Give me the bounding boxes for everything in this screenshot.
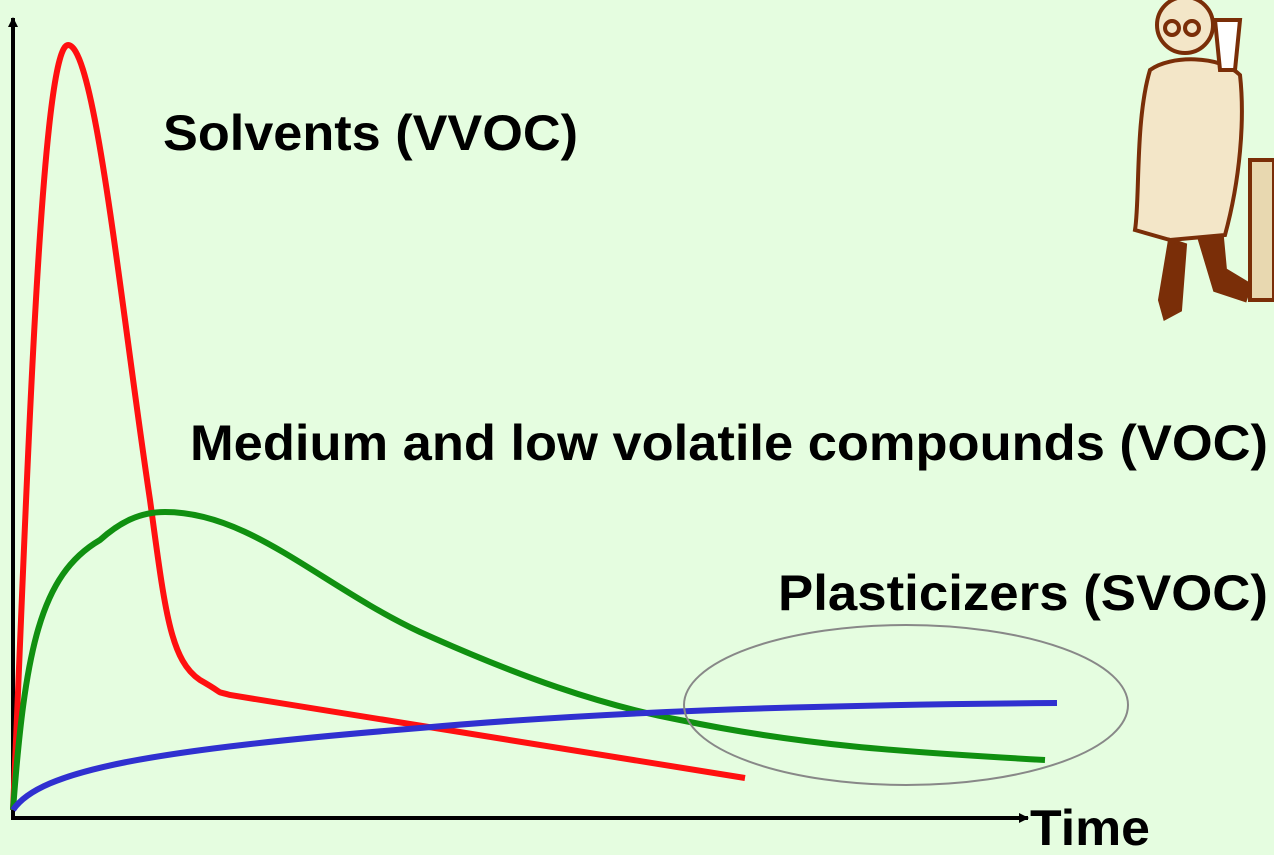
scientist-illustration: [1132, 0, 1274, 321]
solvents-label: Solvents (VVOC): [163, 105, 578, 161]
svoc-curve: [10, 700, 1058, 812]
solvents-curve: [10, 41, 746, 811]
svoc-highlight: [683, 624, 1129, 786]
voc-label: Medium and low volatile compounds (VOC): [190, 415, 1268, 471]
voc-curve: [10, 508, 1046, 811]
svoc-label: Plasticizers (SVOC): [778, 565, 1268, 621]
x-axis-label: Time: [1030, 800, 1150, 855]
